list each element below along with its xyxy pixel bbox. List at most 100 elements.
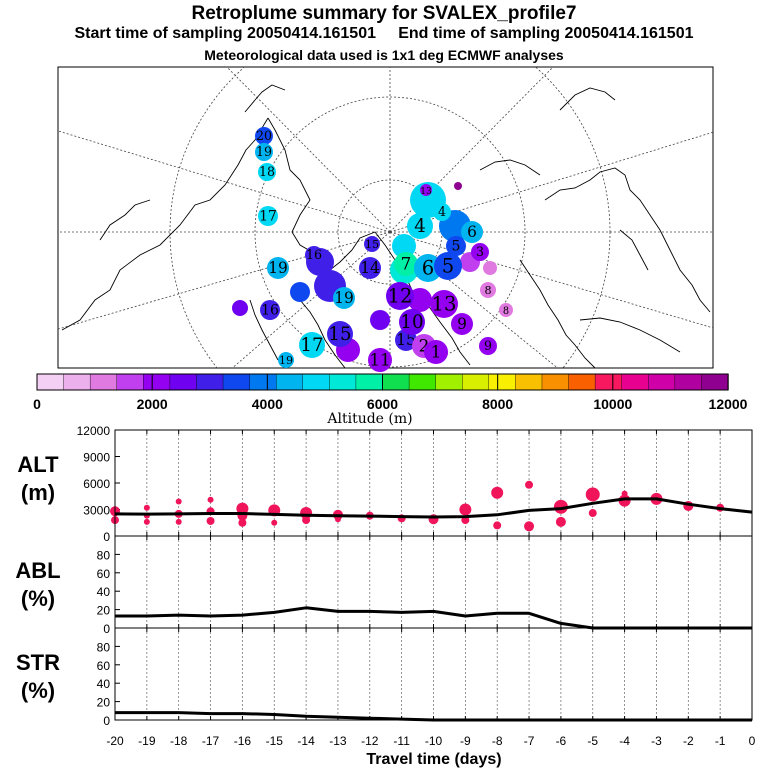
map-marker: 15 [364,236,380,252]
plume-blob [370,310,390,330]
map-marker: 8 [499,303,513,317]
map-marker-dot [499,303,513,317]
start-time-label: Start time of sampling 20050414.161501 [74,25,377,42]
x-tick-label: -3 [651,734,662,748]
x-tick-label: -16 [234,734,252,748]
colorbar-swatch [355,373,384,391]
map-marker-dot [260,300,280,320]
alt-point [524,521,535,532]
map-marker-label: 20 [256,128,272,143]
alt-point [238,518,247,527]
map-marker-label: 19 [279,354,293,367]
colorbar-swatch [648,373,676,391]
x-tick-label: -15 [266,734,284,748]
panel-abl: 0 20 40 60 80 ABL (%) [15,535,753,636]
x-tick-label: -9 [460,734,471,748]
y-tick-label: 0 [103,622,110,636]
map-marker-label: 12 [388,284,413,307]
map-marker: 17 [258,206,278,226]
alt-point [175,498,182,505]
colorbar-tick-label: 4000 [252,396,283,412]
alt-point [553,499,568,514]
colorbar-swatch [249,373,277,391]
map-marker-label: 5 [442,254,454,277]
map-marker: 16 [260,300,280,320]
panel-ylabel: STR [16,650,60,675]
colorbar-swatch [116,373,145,391]
map-marker-label: 5 [452,239,461,255]
map-marker-label: 17 [300,335,323,356]
y-tick-label: 80 [97,548,111,562]
x-tick-label: -14 [297,734,315,748]
y-tick-label: 20 [97,604,111,618]
x-tick-label: -18 [170,734,188,748]
map-marker: 16 [305,246,323,264]
map-marker-label: 4 [438,204,446,219]
map-marker: 19 [278,352,294,368]
x-tick-label: -19 [138,734,156,748]
plume-blob [290,282,310,302]
map-marker-label: 10 [400,312,423,333]
met-data-label: Meteorological data used is 1x1 deg ECMW… [204,47,564,63]
altitude-colorbar: 0 2000 4000 6000 8000 10000 12000 Altitude (m) [33,373,748,427]
map-marker-dot [299,332,325,358]
sampling-times: Start time of sampling 20050414.161501 E… [0,25,768,43]
map-marker-dot [255,127,273,145]
colorbar-swatch [196,373,224,391]
alt-point [493,521,502,530]
x-tick-label: -8 [492,734,503,748]
map-marker-dot [394,252,418,276]
y-tick-label: 20 [97,696,111,710]
colorbar-swatch [435,373,463,391]
map-marker-dot [278,352,294,368]
alt-point [206,516,215,525]
colorbar-swatch [568,373,596,391]
x-tick-label: -10 [425,734,443,748]
map-marker: 19 [267,257,289,279]
map-marker-dot [255,143,273,161]
colorbar-swatch [36,373,65,391]
map-marker-label: 19 [256,144,272,159]
coastlines [61,84,711,368]
map-marker: 4 [407,213,433,239]
plume-blob [483,261,497,275]
colorbar-swatch [594,373,623,391]
panel-yunit: (m) [21,480,55,505]
map-marker-dot [479,337,497,355]
x-tick-label: -5 [587,734,598,748]
y-tick-label: 6000 [83,477,110,491]
map-marker-label: 13 [432,292,457,315]
x-tick-label: -13 [329,734,347,748]
series-line-alt [114,497,753,519]
map-marker: 4 [433,203,451,221]
colorbar-tick-label: 8000 [482,396,513,412]
map-marker-dot [471,243,489,261]
x-axis-label: Travel time (days) [366,751,501,768]
map-marker-dot [258,163,276,181]
map-marker-label: 11 [369,349,390,369]
y-tick-label: 80 [97,640,111,654]
map-marker-dot [267,257,289,279]
colorbar-swatch [701,373,729,391]
map-marker-dot [433,203,451,221]
colorbar-swatch [275,373,304,391]
map-marker-label: 17 [259,209,277,225]
map-marker: 9 [479,337,497,355]
map-marker: 13 [420,184,432,197]
map-marker: 3 [471,243,489,261]
map-marker-label: 19 [268,259,288,277]
map-marker: 17 [299,332,325,358]
map-marker-dot [451,313,473,335]
map-marker-label: 15 [328,324,351,345]
alt-point [555,516,566,527]
x-tick-label: -12 [361,734,379,748]
map-marker-label: 8 [484,284,491,297]
map-marker-label: 15 [365,238,379,251]
panel-str: 0 20 40 60 80 STR (%) [16,627,753,728]
y-tick-label: 0 [103,714,110,728]
plume-blob [408,288,432,312]
alt-point [588,509,597,518]
map-marker: 10 [399,309,425,335]
y-tick-label: 3000 [83,504,110,518]
